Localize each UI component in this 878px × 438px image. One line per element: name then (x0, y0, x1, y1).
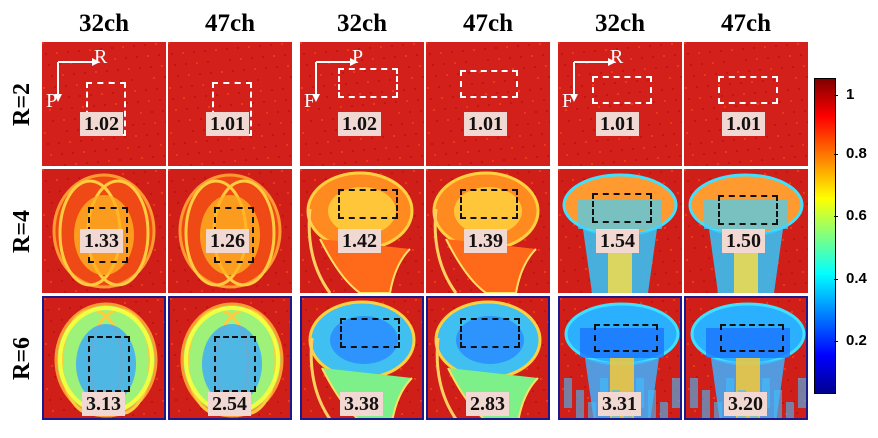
gfactor-map-cell: 3.38 (300, 296, 424, 420)
mean-gfactor-label: 1.54 (596, 229, 639, 253)
mean-gfactor-label: 1.42 (338, 229, 381, 253)
mean-gfactor-label: 1.01 (464, 112, 507, 136)
roi-box (460, 318, 520, 348)
gfactor-map-cell: 1.02 R P (42, 42, 166, 166)
colorbar-tick-label: 0.4 (846, 270, 867, 287)
axis-label-horizontal: R (94, 46, 108, 68)
mean-gfactor-label: 3.31 (598, 392, 641, 416)
colorbar-tick-mark (834, 95, 838, 96)
mean-gfactor-label: 2.83 (466, 392, 509, 416)
gfactor-map-cell: 1.54 (558, 169, 682, 293)
roi-box (338, 68, 398, 98)
column-header: 32ch (79, 10, 129, 37)
roi-box (594, 324, 658, 352)
orientation-arrows (312, 58, 358, 102)
gfactor-map-image (168, 42, 292, 166)
column-header: 47ch (205, 10, 255, 37)
gfactor-map-image (44, 298, 164, 418)
gfactor-map-image (300, 42, 424, 166)
mean-gfactor-label: 1.01 (596, 112, 639, 136)
gfactor-map-image (684, 42, 808, 166)
roi-box (460, 70, 518, 98)
gfactor-map-cell: 1.01 (168, 42, 292, 166)
colorbar-tick-label: 0.6 (846, 207, 867, 224)
orientation-arrows (54, 58, 100, 102)
colorbar-tick-mark (834, 279, 838, 280)
roi-box (592, 76, 652, 104)
roi-box (214, 336, 256, 392)
roi-box (720, 324, 784, 352)
axis-label-vertical: F (562, 90, 574, 112)
roi-box (340, 318, 400, 348)
roi-box (718, 195, 778, 225)
mean-gfactor-label: 1.02 (338, 112, 381, 136)
colorbar-tick-mark (834, 341, 838, 342)
mean-gfactor-label: 1.01 (722, 112, 765, 136)
gfactor-map-cell: 3.13 (42, 296, 166, 420)
axis-label-horizontal: R (610, 46, 624, 68)
gfactor-map-cell: 2.54 (168, 296, 292, 420)
mean-gfactor-label: 1.50 (722, 229, 765, 253)
gfactor-map-image (302, 298, 422, 418)
gfactor-map-cell: 1.33 (42, 169, 166, 293)
roi-box (718, 76, 778, 104)
mean-gfactor-label: 1.02 (80, 112, 123, 136)
gfactor-map-image (428, 298, 548, 418)
mean-gfactor-label: 1.01 (206, 112, 249, 136)
gfactor-map-cell: 1.02 P F (300, 42, 424, 166)
column-header: 47ch (721, 10, 771, 37)
axis-label-vertical: F (304, 90, 316, 112)
roi-box (88, 336, 130, 392)
colorbar-tick-mark (834, 216, 838, 217)
row-label: R=6 (8, 336, 35, 380)
axis-label-horizontal: P (352, 46, 364, 68)
colorbar-tick-mark (834, 154, 838, 155)
roi-box (592, 193, 652, 223)
gfactor-map-cell: 1.01 (684, 42, 808, 166)
mean-gfactor-label: 1.39 (464, 229, 507, 253)
mean-gfactor-label: 3.20 (724, 392, 767, 416)
gfactor-map-cell: 1.01 R F (558, 42, 682, 166)
mean-gfactor-label: 3.13 (82, 392, 125, 416)
gfactor-map-cell: 2.83 (426, 296, 550, 420)
column-header: 32ch (595, 10, 645, 37)
roi-box (338, 189, 398, 219)
row-label: R=4 (8, 209, 35, 253)
colorbar-tick-label: 1 (846, 86, 855, 103)
gfactor-map-image (426, 42, 550, 166)
mean-gfactor-label: 1.26 (206, 229, 249, 253)
gfactor-map-cell: 1.42 (300, 169, 424, 293)
mean-gfactor-label: 1.33 (80, 229, 123, 253)
colorbar-tick-label: 0.8 (846, 145, 867, 162)
gfactor-map-cell: 1.26 (168, 169, 292, 293)
column-header: 47ch (463, 10, 513, 37)
colorbar-tick-label: 0.2 (846, 332, 867, 349)
gfactor-map-cell: 1.50 (684, 169, 808, 293)
orientation-arrows (570, 58, 616, 102)
gfactor-map-cell: 3.31 (558, 296, 682, 420)
colorbar (814, 78, 836, 394)
gfactor-map-cell: 1.39 (426, 169, 550, 293)
roi-box (460, 189, 518, 219)
column-header: 32ch (337, 10, 387, 37)
mean-gfactor-label: 3.38 (340, 392, 383, 416)
mean-gfactor-label: 2.54 (208, 392, 251, 416)
row-label: R=2 (8, 82, 35, 126)
axis-label-vertical: P (46, 90, 58, 112)
gfactor-map-image (168, 169, 292, 293)
gfactor-map-cell: 1.01 (426, 42, 550, 166)
gfactor-map-cell: 3.20 (684, 296, 808, 420)
